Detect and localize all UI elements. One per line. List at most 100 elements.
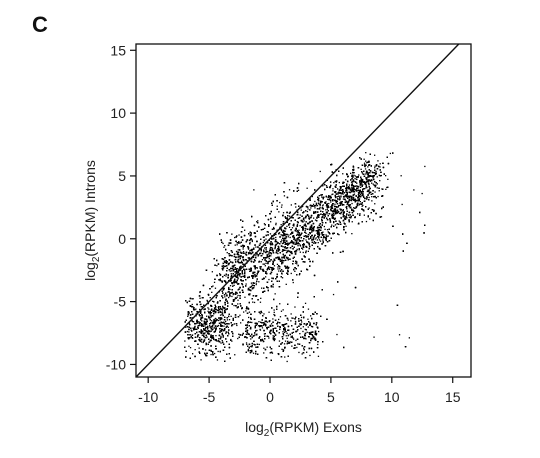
data-point <box>369 218 371 220</box>
data-point <box>257 325 260 327</box>
data-point <box>321 205 324 207</box>
data-point <box>316 239 318 241</box>
data-point <box>200 341 203 343</box>
data-point <box>265 262 267 264</box>
data-point <box>276 263 279 265</box>
data-point <box>373 336 375 338</box>
data-point <box>314 219 317 221</box>
data-point <box>377 195 379 198</box>
data-point <box>332 190 334 192</box>
data-point <box>318 330 320 333</box>
data-point <box>309 232 311 235</box>
data-point <box>188 345 190 347</box>
data-point <box>357 213 359 215</box>
data-point <box>228 319 231 321</box>
data-point <box>282 331 284 333</box>
data-point <box>339 188 341 190</box>
data-point <box>360 203 362 205</box>
data-point <box>199 308 201 311</box>
data-point <box>250 338 252 340</box>
data-point <box>273 311 275 313</box>
data-point <box>242 251 245 253</box>
data-point <box>279 303 281 305</box>
data-point <box>342 198 345 200</box>
data-point <box>233 323 235 325</box>
data-point <box>289 341 291 343</box>
data-point <box>202 341 204 344</box>
data-point <box>295 228 297 230</box>
data-point <box>401 203 403 206</box>
data-point <box>210 314 212 316</box>
data-point <box>322 240 324 242</box>
data-point <box>304 229 306 232</box>
data-point <box>336 196 339 198</box>
data-point <box>234 267 237 269</box>
data-point <box>300 233 302 236</box>
data-point <box>206 299 208 302</box>
data-point <box>260 266 262 268</box>
data-point <box>312 242 315 244</box>
data-point <box>268 311 270 313</box>
data-point <box>252 275 255 278</box>
data-point <box>245 283 247 285</box>
data-point <box>374 165 376 167</box>
data-point <box>324 228 326 230</box>
data-point <box>374 191 376 193</box>
panel-label: C <box>32 12 48 37</box>
data-point <box>283 195 286 197</box>
data-point <box>319 206 321 208</box>
data-point <box>281 239 283 241</box>
data-point <box>332 214 334 217</box>
data-point <box>292 331 295 333</box>
data-point <box>210 320 213 322</box>
data-point <box>296 238 298 240</box>
data-point <box>276 229 278 231</box>
data-point <box>333 222 335 224</box>
data-point <box>353 207 355 209</box>
data-point <box>256 267 258 269</box>
data-point <box>295 339 297 342</box>
data-point <box>263 340 265 343</box>
data-point <box>239 242 241 244</box>
data-point <box>233 279 236 282</box>
data-point <box>309 245 311 247</box>
data-point <box>360 186 362 188</box>
data-point <box>214 287 217 289</box>
data-point <box>345 225 347 227</box>
data-point <box>283 343 286 345</box>
data-point <box>285 249 287 251</box>
data-point <box>204 327 207 330</box>
data-point <box>247 248 250 250</box>
data-point <box>278 340 281 342</box>
data-point <box>268 258 270 260</box>
data-point <box>326 213 328 215</box>
data-point <box>298 229 300 231</box>
data-point <box>280 206 283 208</box>
data-point <box>325 201 327 203</box>
data-point <box>237 294 239 297</box>
data-point <box>268 337 270 339</box>
data-point <box>232 292 235 295</box>
data-point <box>201 315 203 318</box>
data-point <box>237 337 239 340</box>
data-point <box>340 193 342 195</box>
data-point <box>312 228 315 230</box>
data-point <box>273 339 275 342</box>
data-point <box>290 313 292 315</box>
data-point <box>363 209 365 211</box>
data-point <box>228 323 230 325</box>
data-point <box>221 280 223 282</box>
data-point <box>228 286 230 289</box>
data-point <box>210 322 212 324</box>
data-point <box>216 340 218 342</box>
data-point <box>281 256 283 258</box>
data-point <box>216 265 218 267</box>
data-point <box>184 340 186 342</box>
data-point <box>241 260 243 262</box>
data-point <box>299 217 301 219</box>
data-point <box>264 247 266 249</box>
data-point <box>217 324 220 327</box>
data-point <box>318 195 320 197</box>
data-point <box>259 301 262 303</box>
data-point <box>295 321 297 323</box>
